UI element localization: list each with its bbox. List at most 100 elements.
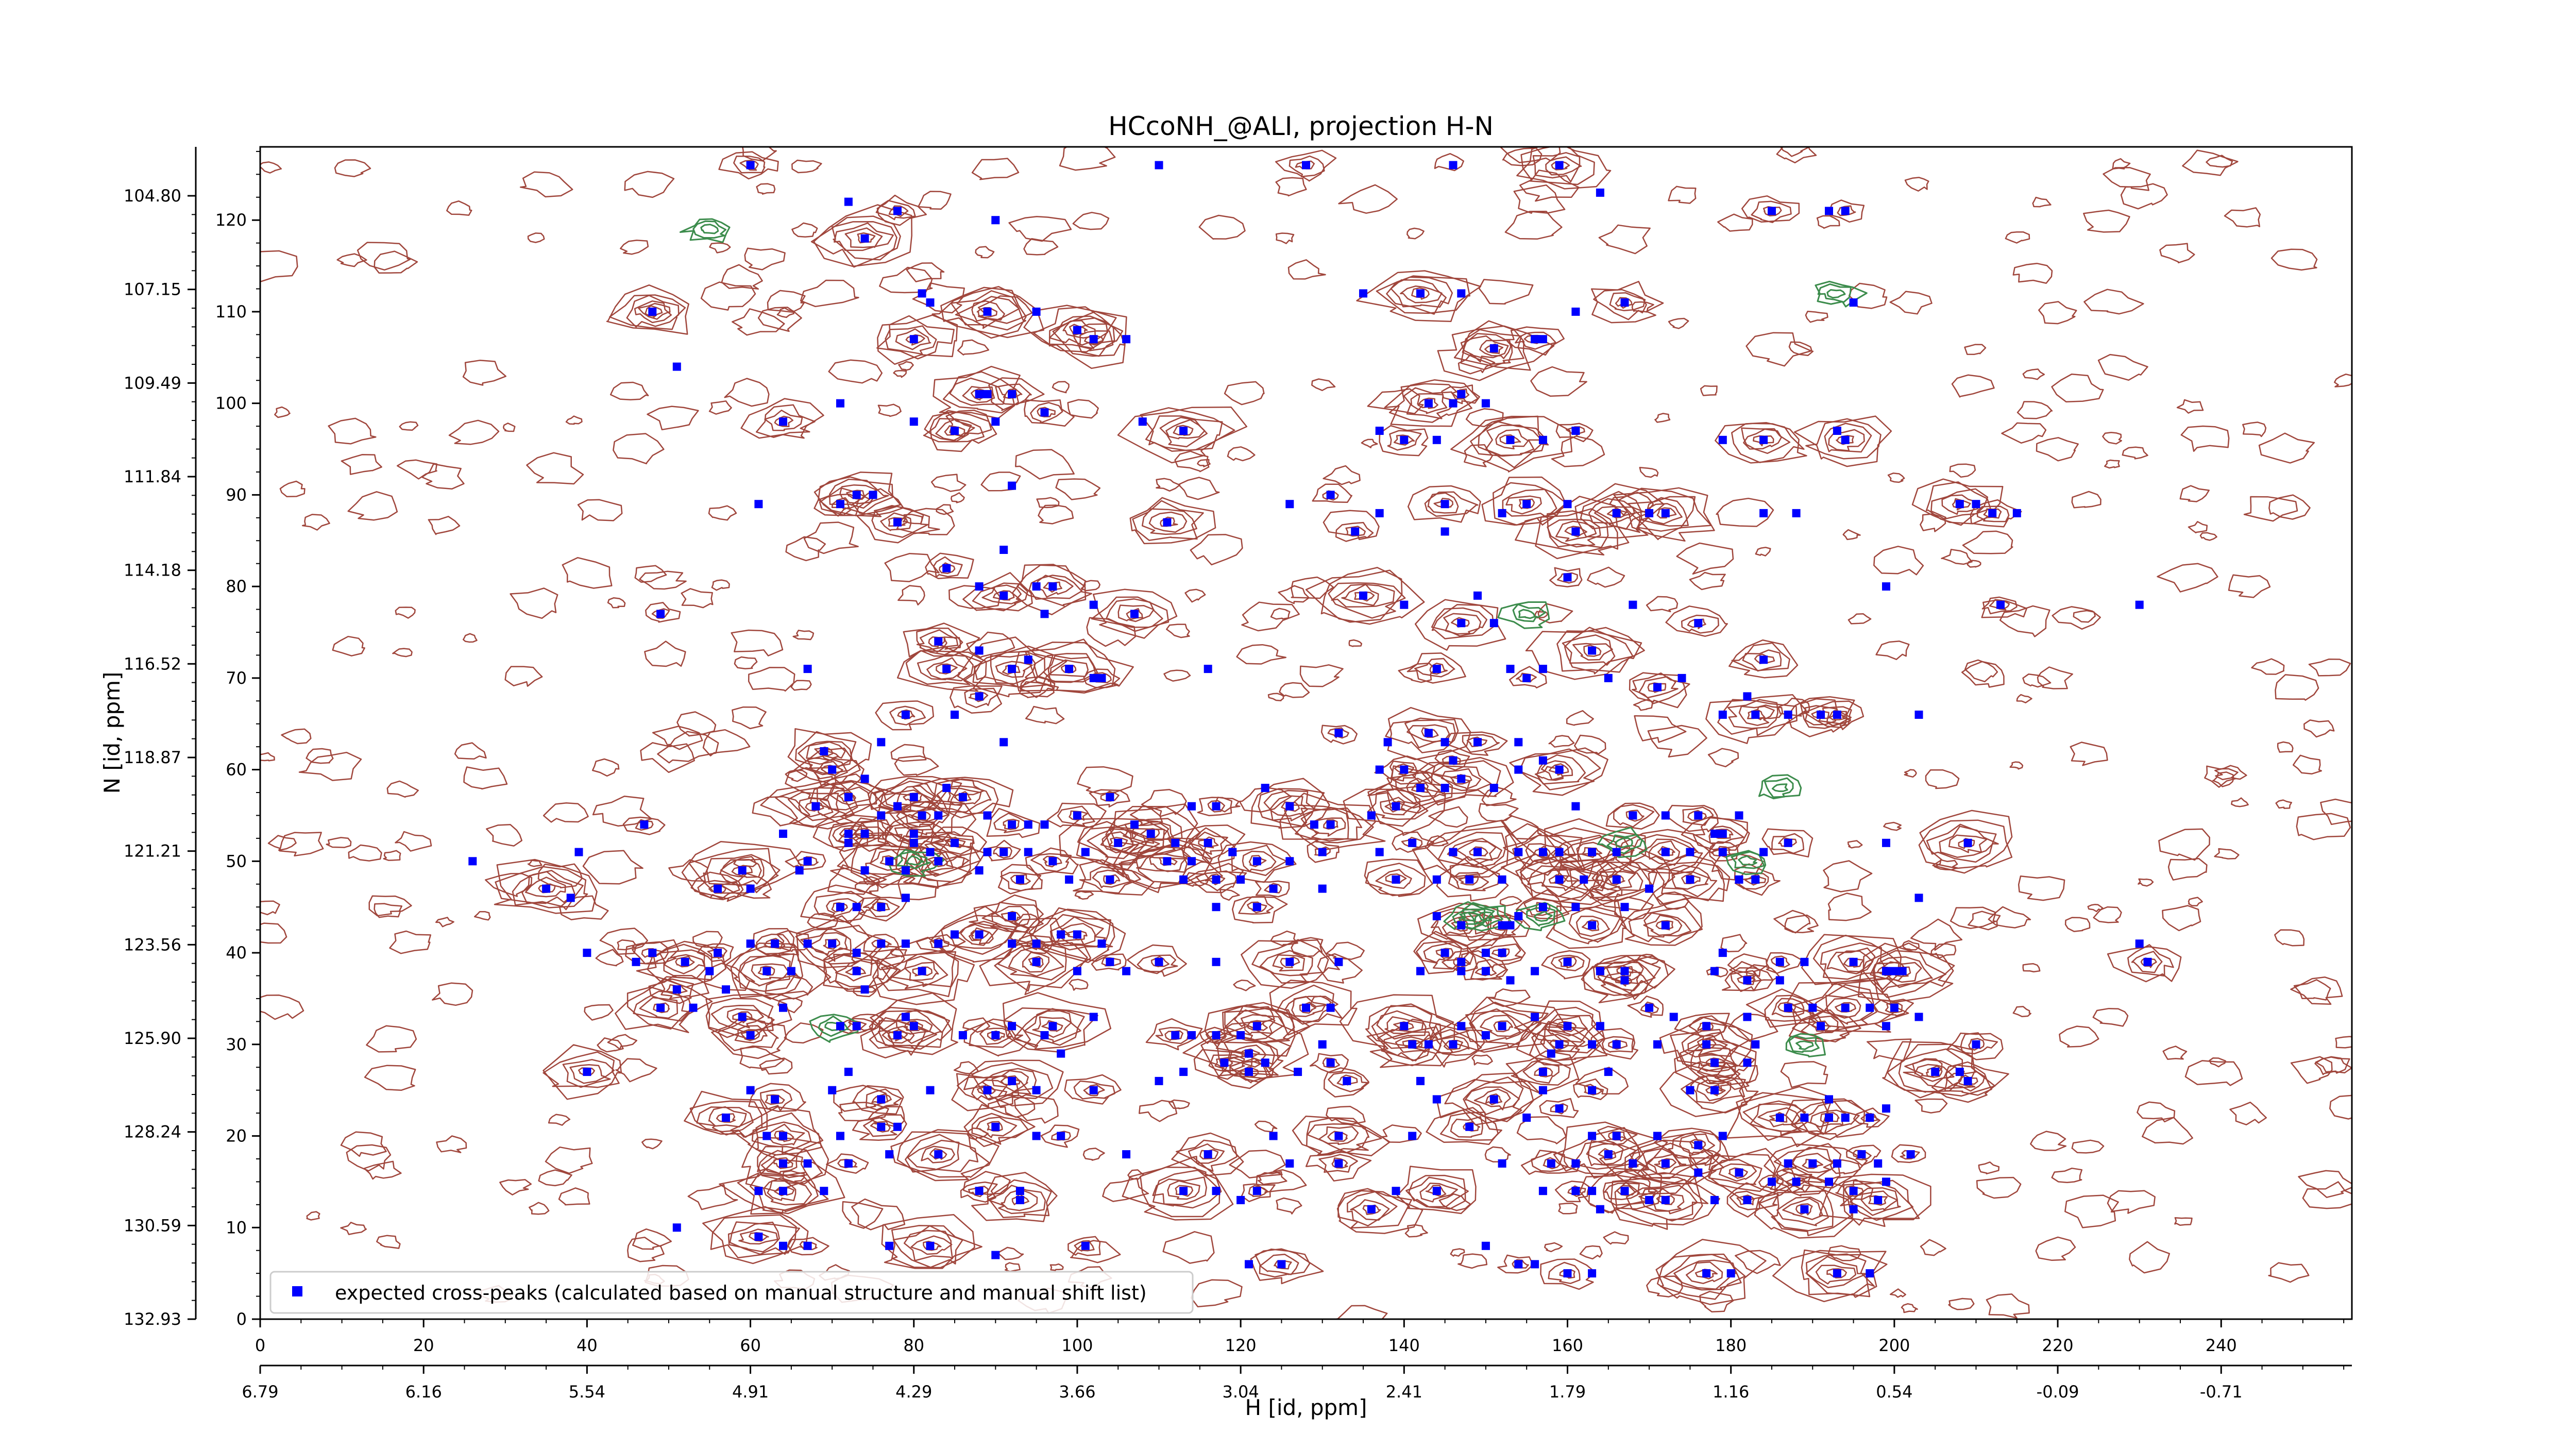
contour-line [1025, 705, 1065, 724]
cross-peak-marker [1367, 811, 1376, 820]
contour-line [806, 741, 846, 762]
x-tick-label: 20 [413, 1336, 434, 1355]
cross-peak-marker [1931, 1068, 1940, 1076]
contour-line [894, 825, 935, 845]
cross-peak-marker [1252, 857, 1261, 866]
contour-line [882, 1025, 915, 1044]
contour-line [2204, 765, 2239, 788]
plot-background [260, 147, 2352, 1319]
contour-line [1118, 838, 1213, 889]
contour-line [653, 1002, 670, 1014]
contour-line [562, 557, 613, 589]
contour-line [906, 840, 981, 883]
contour-line [1156, 478, 1181, 492]
contour-line [1640, 1185, 1698, 1215]
cross-peak-marker [934, 857, 943, 866]
cross-peak-marker [1073, 967, 1081, 975]
contour-line [1015, 449, 1075, 480]
contour-line [889, 705, 926, 726]
contour-line [1639, 466, 1659, 478]
contour-line [1223, 1036, 1275, 1068]
contour-line [1417, 902, 1512, 950]
contour-line [1067, 399, 1099, 419]
cross-peak-marker [1285, 857, 1294, 866]
contour-line [2037, 666, 2073, 689]
cross-peak-marker [656, 610, 665, 618]
contour-line [741, 1137, 829, 1192]
y-tick-label: 110 [215, 302, 247, 322]
cross-peak-marker [934, 637, 943, 646]
cross-peak-marker [1032, 1086, 1041, 1094]
contour-line [1275, 149, 1337, 182]
contour-line [1159, 416, 1208, 448]
contour-line [1376, 275, 1470, 314]
y-tick-label: 90 [226, 485, 247, 504]
contour-line [1826, 947, 1876, 974]
cross-peak-marker [975, 646, 984, 655]
contour-line [1603, 1231, 1629, 1245]
contour-line [1487, 988, 1531, 1007]
marker-layer [468, 161, 2152, 1278]
contour-line [814, 759, 848, 780]
contour-line [1190, 534, 1243, 566]
contour-line [690, 871, 744, 901]
cross-peak-marker [1400, 765, 1409, 774]
contour-line [829, 478, 889, 509]
cross-peak-marker [844, 830, 853, 838]
cross-peak-marker [1694, 619, 1703, 628]
contour-line [1024, 399, 1075, 427]
contour-line [1434, 749, 1470, 771]
cross-peak-marker [860, 866, 869, 875]
contour-line [1559, 1121, 1668, 1181]
cross-peak-marker [640, 820, 649, 829]
cross-peak-marker [1596, 967, 1604, 975]
cross-peak-marker [828, 939, 837, 948]
contour-line [896, 851, 931, 870]
cross-peak-marker [991, 1122, 1000, 1131]
contour-line [1738, 705, 1775, 726]
legend: expected cross-peaks (calculated based o… [269, 1271, 1194, 1314]
secondary-x-tick-label: 4.29 [895, 1382, 932, 1402]
cross-peak-marker [1963, 838, 1972, 847]
contour-line [1073, 859, 1155, 896]
contour-line [1341, 583, 1379, 606]
cross-peak-marker [1588, 1132, 1597, 1140]
contour-line [926, 657, 968, 680]
contour-line [1771, 783, 1788, 792]
contour-line [880, 950, 959, 989]
plot-area[interactable] [236, 136, 2371, 1330]
cross-peak-marker [1481, 949, 1490, 957]
contour-line [947, 787, 982, 806]
contour-line [1509, 666, 1547, 689]
cross-peak-marker [1817, 711, 1825, 719]
contour-line [1406, 652, 1466, 684]
contour-line [1885, 1002, 1903, 1014]
cross-peak-marker [2135, 600, 2144, 609]
contour-line [1758, 774, 1802, 800]
contour-line [1638, 838, 1699, 866]
contour-line [1674, 1038, 1757, 1092]
cross-peak-marker [1489, 784, 1498, 793]
contour-line [2303, 719, 2335, 738]
contour-line [903, 622, 980, 658]
contour-line [1512, 834, 1577, 866]
cross-peak-marker [893, 802, 902, 811]
cross-peak-marker [1547, 1049, 1555, 1058]
contour-line [1495, 429, 1529, 450]
contour-line [1469, 1001, 1549, 1052]
cross-peak-marker [1612, 509, 1621, 517]
contour-line [1811, 1020, 1831, 1032]
contour-line [1109, 818, 1183, 854]
contour-line [1636, 1148, 1692, 1180]
contour-line [869, 1020, 927, 1050]
cross-peak-marker [1800, 1205, 1809, 1214]
contour-line [1049, 914, 1113, 951]
cross-peak-marker [714, 884, 722, 893]
contour-line [1548, 735, 1575, 748]
contour-line [1140, 1167, 1221, 1218]
cross-peak-marker [1588, 1086, 1597, 1094]
contour-line [1546, 827, 1632, 878]
contour-line [1687, 1035, 1728, 1056]
cross-peak-marker [1334, 1132, 1343, 1140]
contour-line [975, 246, 995, 259]
